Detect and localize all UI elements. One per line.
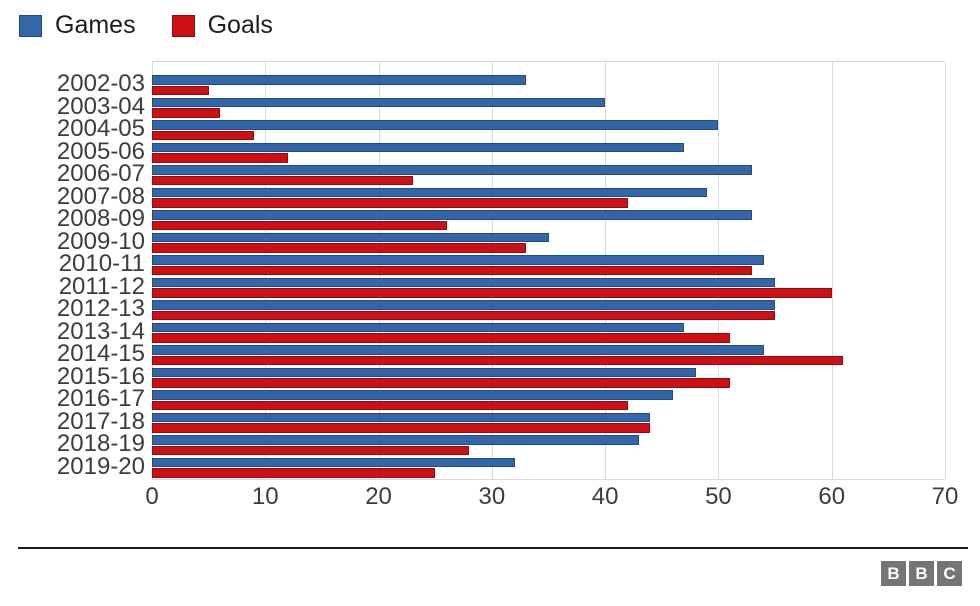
x-tick-label: 70	[931, 483, 959, 510]
bar-row-2003-04: 2003-04	[57, 94, 945, 118]
bar-row-2017-18: 2017-18	[57, 409, 945, 433]
goals-bar	[152, 130, 254, 140]
games-bar	[152, 75, 526, 85]
legend-item-games: Games	[19, 13, 136, 38]
bar-row-2012-13: 2012-13	[57, 297, 945, 321]
x-axis: 0 10 20 30 40 50 60 70	[145, 483, 958, 511]
goals-bar	[152, 355, 844, 365]
bar-row-2019-20: 2019-20	[57, 454, 945, 478]
x-tick-label: 10	[251, 483, 279, 510]
goals-bar	[152, 198, 628, 208]
bar-row-2009-10: 2009-10	[57, 229, 945, 253]
plot-area: 2002-03 2003-04 2004-05 2005-06 2006-07 2007-…	[57, 61, 946, 480]
games-bar	[152, 367, 696, 377]
bar-row-2015-16: 2015-16	[57, 364, 945, 388]
goals-bar	[152, 175, 413, 185]
games-bar	[152, 390, 674, 400]
season-label: 2005-06	[56, 137, 145, 165]
footer-divider	[18, 547, 968, 549]
season-label: 2008-09	[56, 205, 145, 233]
goals-bar	[152, 468, 436, 478]
x-tick-label: 40	[591, 483, 619, 510]
legend-label: Games	[55, 11, 136, 39]
games-bar	[152, 412, 651, 422]
gridline-60	[831, 62, 833, 479]
games-bar	[152, 187, 708, 197]
bar-row-2014-15: 2014-15	[57, 342, 945, 366]
season-label: 2007-08	[56, 182, 145, 210]
goals-bar	[152, 108, 220, 118]
x-tick-label: 60	[818, 483, 846, 510]
goals-bar	[152, 265, 753, 275]
season-label: 2012-13	[56, 295, 145, 323]
season-label: 2011-12	[58, 272, 145, 300]
bar-row-2013-14: 2013-14	[57, 319, 945, 343]
goals-bar	[152, 220, 447, 230]
season-label: 2010-11	[58, 250, 145, 278]
goals-bar	[152, 153, 288, 163]
x-tick-label: 20	[365, 483, 392, 510]
bar-row-2007-08: 2007-08	[57, 184, 945, 208]
gridline-70	[945, 62, 946, 479]
games-bar	[152, 457, 515, 467]
legend-item-goals: Goals	[171, 11, 273, 39]
season-label: 2016-17	[56, 385, 145, 413]
games-bar	[152, 232, 549, 242]
bar-row-2011-12: 2011-12	[59, 274, 945, 298]
games-bar	[152, 300, 776, 310]
season-label: 2006-07	[56, 160, 145, 188]
games-bar	[152, 345, 764, 355]
goals-bar	[152, 333, 730, 343]
bar-row-2005-06: 2005-06	[57, 139, 945, 163]
chart-legend: Games Goals	[19, 13, 273, 38]
bar-row-2018-19: 2018-19	[57, 432, 945, 456]
goals-bar	[152, 243, 526, 253]
bar-row-2008-09: 2008-09	[57, 207, 945, 231]
goals-bar	[152, 288, 832, 298]
goals-bar	[152, 85, 209, 95]
x-tick-label: 50	[705, 483, 732, 510]
goals-bar	[152, 378, 730, 388]
season-label: 2004-05	[56, 115, 145, 143]
games-bar	[152, 210, 753, 220]
games-bar	[152, 142, 685, 152]
season-label: 2018-19	[56, 430, 145, 458]
season-label: 2003-04	[56, 92, 145, 120]
games-bar	[152, 97, 606, 107]
season-label: 2013-14	[56, 317, 145, 345]
season-label: 2014-15	[56, 340, 145, 368]
legend-label: Goals	[207, 11, 273, 39]
x-tick-label: 0	[145, 483, 159, 510]
season-label: 2015-16	[56, 362, 145, 390]
games-bar	[152, 277, 776, 287]
season-label: 2019-20	[56, 452, 145, 480]
season-label: 2009-10	[56, 227, 145, 255]
goals-bar	[152, 423, 651, 433]
games-bar	[152, 322, 685, 332]
games-bar	[152, 255, 764, 265]
bar-row-2002-03: 2002-03	[57, 72, 945, 96]
goals-bar	[152, 310, 776, 320]
season-label: 2002-03	[56, 70, 145, 98]
games-bar	[152, 165, 753, 175]
bar-rows: 2002-03 2003-04 2004-05 2005-06 2006-07 2007-…	[57, 72, 945, 478]
goals-bar	[152, 400, 628, 410]
bbc-logo-letter: B	[881, 561, 906, 586]
goals-bar	[152, 445, 470, 455]
bar-row-2016-17: 2016-17	[57, 387, 945, 411]
games-bar	[152, 435, 640, 445]
bbc-logo-letter: C	[937, 561, 962, 586]
bar-row-2006-07: 2006-07	[57, 162, 945, 186]
games-bar	[152, 120, 719, 130]
bar-row-2004-05: 2004-05	[57, 117, 945, 141]
season-label: 2017-18	[56, 407, 145, 435]
bbc-logo-letter: B	[909, 561, 934, 586]
legend-swatch-games	[19, 14, 42, 37]
bar-row-2010-11: 2010-11	[59, 252, 945, 276]
x-tick-label: 30	[478, 483, 506, 510]
legend-swatch-goals	[171, 14, 195, 37]
